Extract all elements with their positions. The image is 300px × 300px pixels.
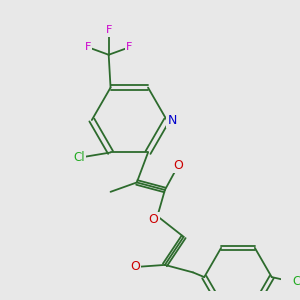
Text: F: F xyxy=(126,42,133,52)
Text: O: O xyxy=(173,159,183,172)
Text: O: O xyxy=(149,213,159,226)
Text: F: F xyxy=(85,42,91,52)
Text: N: N xyxy=(168,113,177,127)
Text: F: F xyxy=(106,26,112,35)
Text: O: O xyxy=(130,260,140,273)
Text: Cl: Cl xyxy=(292,275,300,288)
Text: Cl: Cl xyxy=(73,151,85,164)
